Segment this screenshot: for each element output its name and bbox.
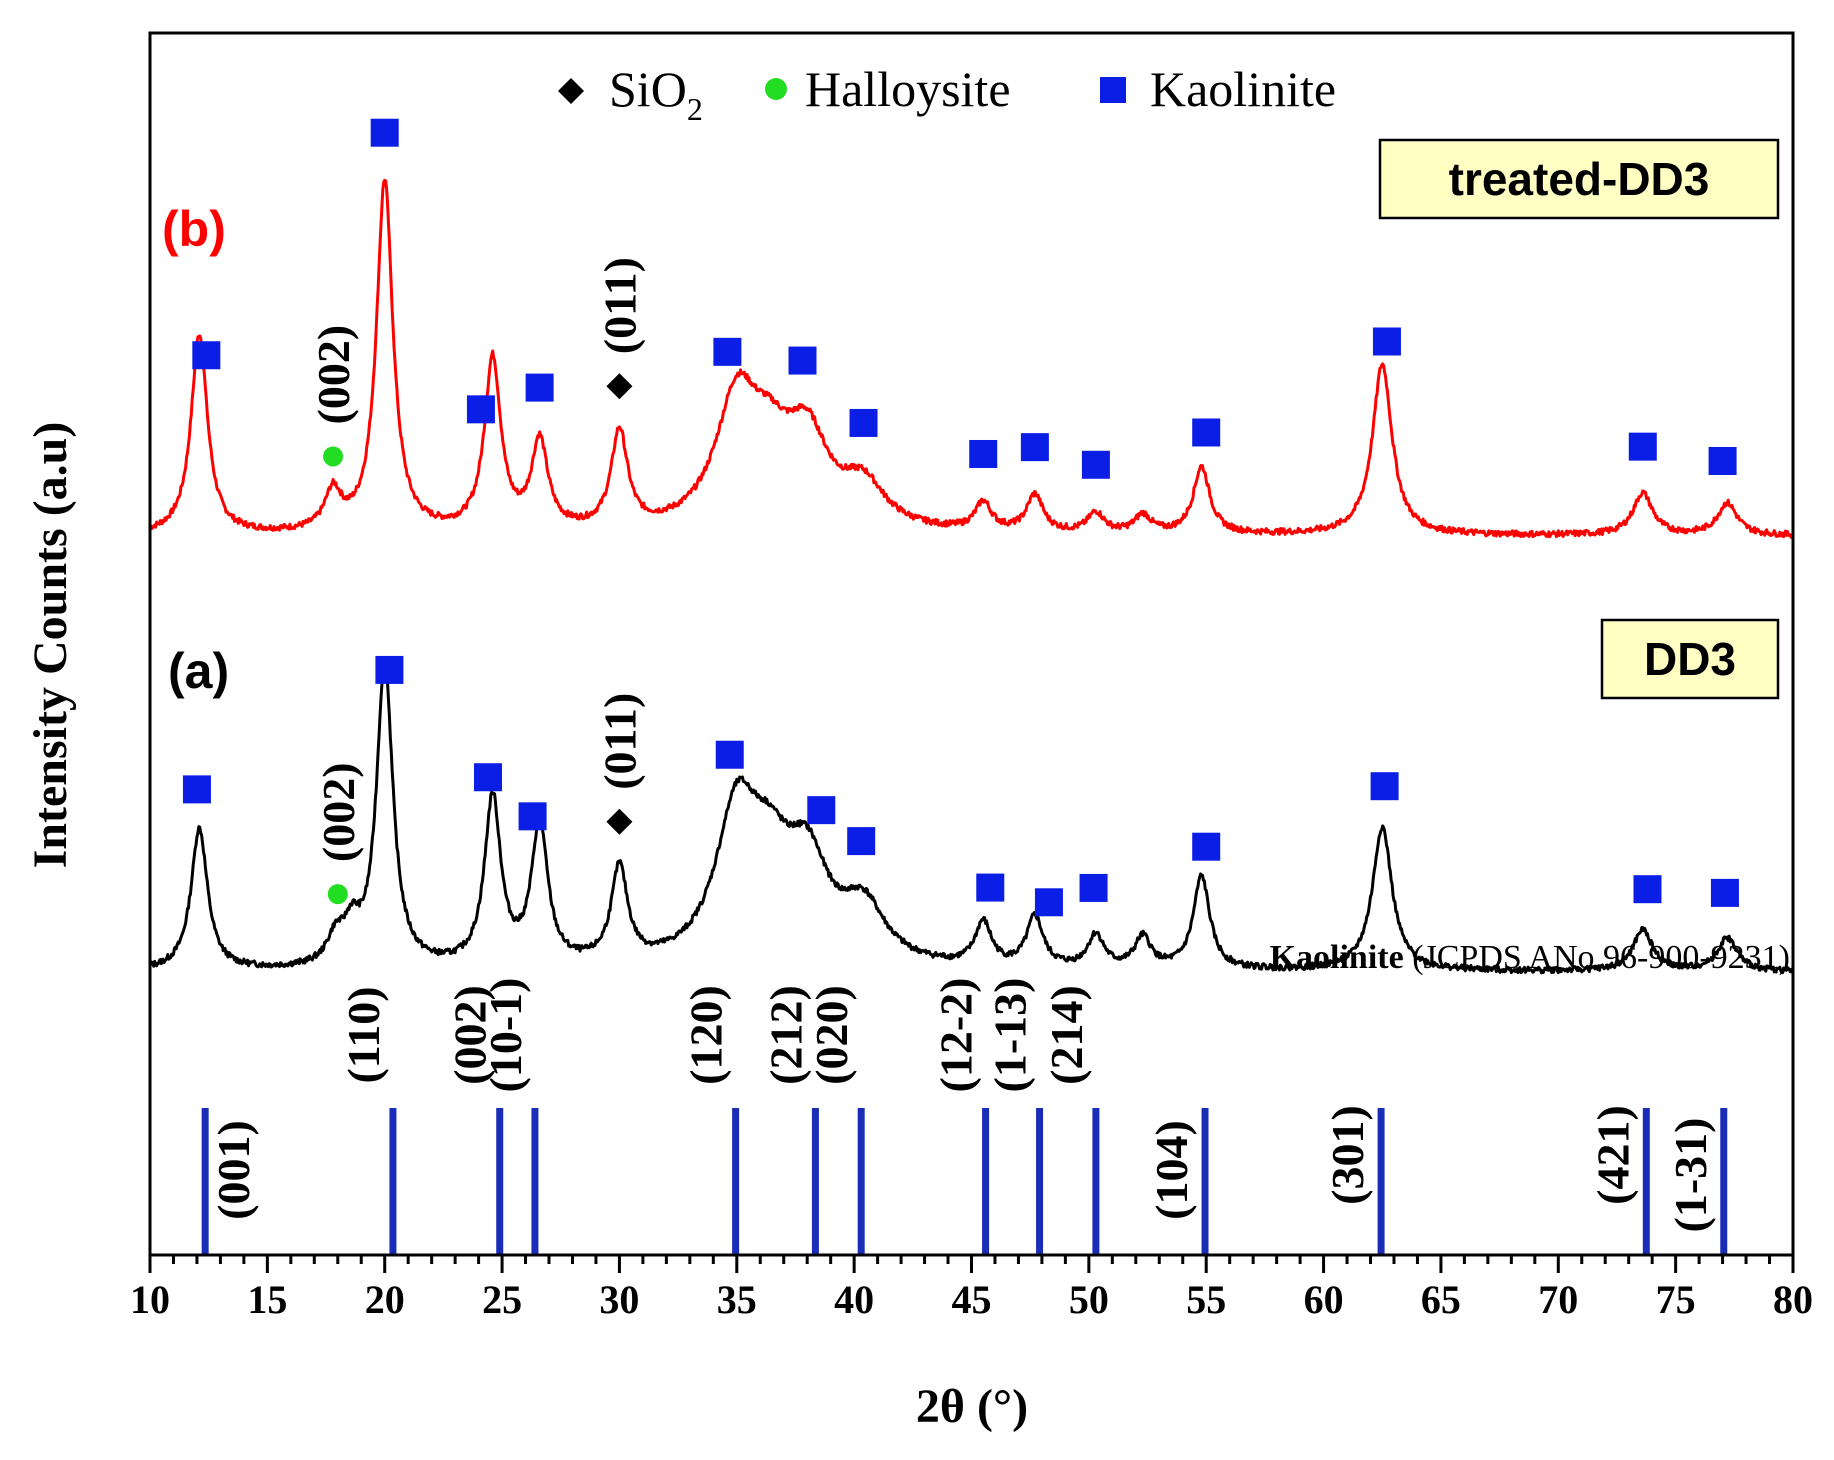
kaolinite-marker bbox=[1192, 418, 1221, 447]
kaolinite-marker bbox=[969, 439, 998, 468]
kaolinite-marker bbox=[518, 802, 547, 831]
reference-hkl-label: (212) bbox=[760, 985, 811, 1085]
reference-hkl-label: (421) bbox=[1587, 1105, 1638, 1205]
x-axis-label: 2θ (°) bbox=[916, 1380, 1028, 1433]
kaolinite-marker bbox=[182, 775, 211, 804]
peak-markers: (002) (011) (002) (011) bbox=[182, 118, 1739, 917]
x-tick-label: 50 bbox=[1069, 1277, 1109, 1322]
kaolinite-marker bbox=[375, 655, 404, 684]
reference-hkl-label: (104) bbox=[1146, 1120, 1197, 1220]
kaolinite-marker bbox=[807, 796, 836, 825]
kaolinite-marker bbox=[1628, 432, 1657, 461]
kaolinite-marker bbox=[1372, 327, 1401, 356]
legend-kaolinite-label: Kaolinite bbox=[1150, 61, 1336, 117]
kaolinite-marker bbox=[1020, 433, 1049, 462]
reference-hkl-label: (110) bbox=[338, 986, 389, 1083]
kaolinite-marker bbox=[788, 346, 817, 375]
x-tick-label: 40 bbox=[834, 1277, 874, 1322]
series-layer bbox=[149, 178, 1794, 975]
x-axis-ticks: 10 15 20 25 30 35 40 45 50 55 60 65 70 75 80 bbox=[130, 1255, 1813, 1322]
x-tick-label: 55 bbox=[1186, 1277, 1226, 1322]
kaolinite-marker bbox=[1708, 446, 1737, 475]
reference-hkl-label: (1-31) bbox=[1665, 1118, 1716, 1233]
reference-pattern: (001) (110) (002)(10-1) (120) (212)(020) (12-… bbox=[201, 978, 1728, 1255]
x-tick-label: 10 bbox=[130, 1277, 170, 1322]
legend-halloysite-label: Halloysite bbox=[805, 61, 1011, 117]
peak-miller-index-label: (011) bbox=[594, 257, 645, 354]
reference-hkl-label: (002) bbox=[445, 985, 496, 1085]
kaolinite-marker bbox=[1192, 832, 1221, 861]
halloysite-marker bbox=[327, 884, 348, 905]
sio2-marker bbox=[606, 373, 633, 400]
kaolinite-marker bbox=[1079, 873, 1108, 902]
x-tick-label: 20 bbox=[365, 1277, 405, 1322]
x-tick-label: 15 bbox=[247, 1277, 287, 1322]
kaolinite-marker bbox=[715, 740, 744, 769]
treated-dd3-label: treated-DD3 bbox=[1449, 153, 1710, 205]
kaolinite-marker bbox=[976, 873, 1005, 902]
reference-hkl-label: (301) bbox=[1322, 1105, 1373, 1205]
kaolinite-marker bbox=[473, 763, 502, 792]
treated-dd3-badge: treated-DD3 bbox=[1378, 138, 1780, 220]
dd3-badge: DD3 bbox=[1600, 618, 1780, 700]
dd3-label: DD3 bbox=[1644, 633, 1736, 685]
kaolinite-marker bbox=[525, 373, 554, 402]
x-tick-label: 80 bbox=[1773, 1277, 1813, 1322]
halloysite-marker bbox=[323, 446, 344, 467]
x-tick-label: 45 bbox=[952, 1277, 992, 1322]
sio2-marker bbox=[606, 808, 633, 835]
kaolinite-marker bbox=[1034, 888, 1063, 917]
kaolinite-marker bbox=[713, 337, 742, 366]
reference-hkl-label: (020) bbox=[806, 985, 857, 1085]
legend: SiO2 Halloysite Kaolinite bbox=[558, 61, 1336, 127]
kaolinite-marker bbox=[1633, 875, 1662, 904]
peak-miller-index-label: (002) bbox=[313, 762, 364, 862]
peak-miller-index-label: (002) bbox=[308, 325, 359, 425]
y-axis-label: Intensity Counts (a.u) bbox=[24, 422, 77, 869]
series-b-tag: (b) bbox=[162, 201, 226, 257]
kaolinite-marker bbox=[1081, 450, 1110, 479]
legend-sio2-label: SiO2 bbox=[609, 61, 703, 127]
reference-hkl-label: (120) bbox=[681, 985, 732, 1085]
x-tick-label: 35 bbox=[717, 1277, 757, 1322]
x-tick-label: 30 bbox=[599, 1277, 639, 1322]
kaolinite-marker bbox=[192, 341, 221, 370]
kaolinite-marker bbox=[849, 408, 878, 437]
x-tick-label: 25 bbox=[482, 1277, 522, 1322]
kaolinite-marker bbox=[370, 118, 399, 147]
legend-sio2-diamond-icon bbox=[558, 78, 584, 104]
kaolinite-marker bbox=[847, 827, 876, 856]
peak-miller-index-label: (011) bbox=[594, 693, 645, 790]
legend-halloysite-dot-icon bbox=[765, 78, 787, 100]
x-tick-label: 70 bbox=[1538, 1277, 1578, 1322]
series-line-dd3 bbox=[149, 658, 1794, 975]
x-tick-label: 65 bbox=[1421, 1277, 1461, 1322]
reference-hkl-label: (1-13) bbox=[985, 978, 1036, 1093]
reference-hkl-label: (214) bbox=[1041, 985, 1092, 1085]
kaolinite-marker bbox=[1710, 878, 1739, 907]
x-tick-label: 75 bbox=[1656, 1277, 1696, 1322]
series-line-treated-dd3 bbox=[149, 178, 1794, 539]
reference-hkl-label: (10-1) bbox=[480, 978, 531, 1093]
reference-hkl-label: (001) bbox=[208, 1120, 259, 1220]
series-a-tag: (a) bbox=[168, 643, 229, 699]
reference-hkl-label: (12-2) bbox=[931, 978, 982, 1093]
reference-label: Kaolinite (JCPDS ANo.96-900-9231) bbox=[1270, 939, 1790, 976]
kaolinite-marker bbox=[1370, 772, 1399, 801]
legend-kaolinite-square-icon bbox=[1100, 77, 1126, 103]
kaolinite-marker bbox=[466, 395, 495, 424]
x-tick-label: 60 bbox=[1304, 1277, 1344, 1322]
